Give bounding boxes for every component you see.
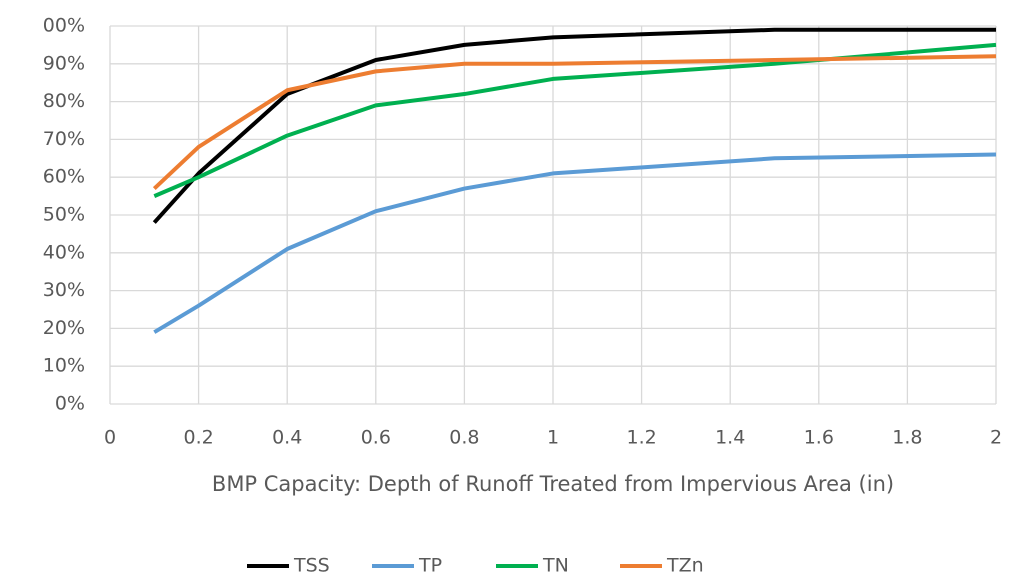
x-tick-label: 1.6 [804,427,834,449]
y-tick-label: 80% [43,90,85,112]
x-tick-label: 0.6 [361,427,391,449]
x-axis-label: BMP Capacity: Depth of Runoff Treated fr… [212,472,894,496]
x-tick-label: 0.4 [272,427,302,449]
y-tick-label: 90% [43,52,85,74]
x-tick-label: 1 [547,427,559,449]
y-tick-label: 70% [43,128,85,150]
y-tick-label: 10% [43,355,85,377]
legend-label: TN [542,555,569,577]
x-tick-label: 1.2 [626,427,656,449]
legend-label: TSS [293,555,330,577]
y-tick-label: 0% [55,393,85,415]
y-tick-label: 60% [43,166,85,188]
x-tick-label: 0.2 [183,427,213,449]
x-tick-label: 2 [990,427,1002,449]
x-tick-label: 0 [104,427,116,449]
y-tick-label: 20% [43,317,85,339]
x-tick-label: 1.8 [892,427,922,449]
y-tick-label: 30% [43,279,85,301]
y-tick-label: 00% [43,15,85,37]
x-tick-label: 0.8 [449,427,479,449]
series-line [153,152,997,334]
legend-label: TP [418,555,442,577]
y-tick-label: 40% [43,241,85,263]
series-line [152,54,997,190]
legend-label: TZn [666,555,704,577]
series-line [152,27,996,224]
x-tick-label: 1.4 [715,427,745,449]
series-line [153,42,997,198]
y-tick-label: 50% [43,204,85,226]
